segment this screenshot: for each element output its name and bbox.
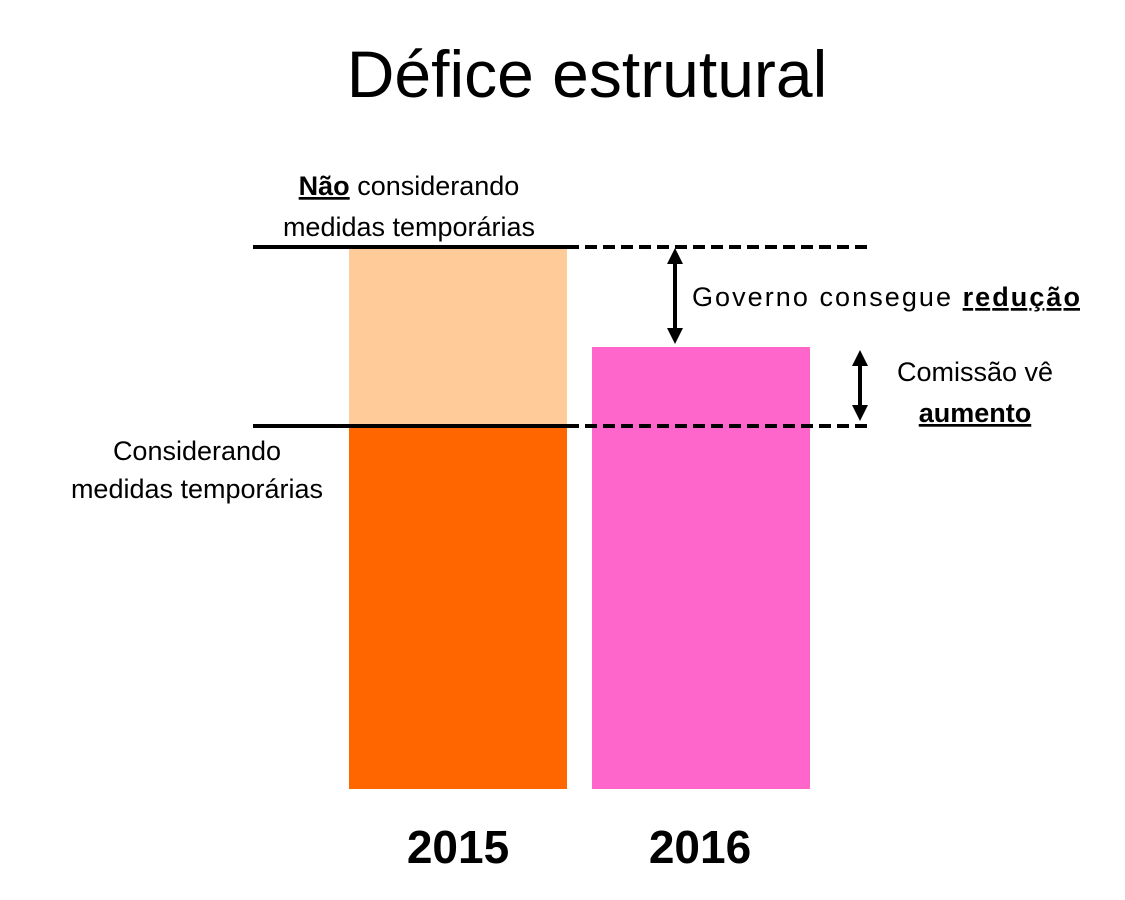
bar-2016: [592, 347, 810, 789]
year-label-2015: 2015: [407, 821, 509, 873]
reduction-label: Governo consegue redução: [692, 282, 1080, 312]
top-label-line1: Não considerando: [299, 171, 520, 201]
bottom-label-line1: Considerando: [113, 436, 281, 466]
bottom-label-line2: medidas temporárias: [71, 474, 323, 504]
bar-2015-with-temporary-measures: [349, 426, 567, 789]
year-label-2016: 2016: [649, 821, 751, 873]
top-label-line2: medidas temporárias: [283, 212, 535, 242]
increase-label-emphasis: aumento: [919, 398, 1032, 428]
increase-label-line1: Comissão vê: [897, 357, 1053, 387]
page-title: Défice estrutural: [347, 37, 828, 111]
bar-2015-without-temporary-measures: [349, 247, 567, 426]
